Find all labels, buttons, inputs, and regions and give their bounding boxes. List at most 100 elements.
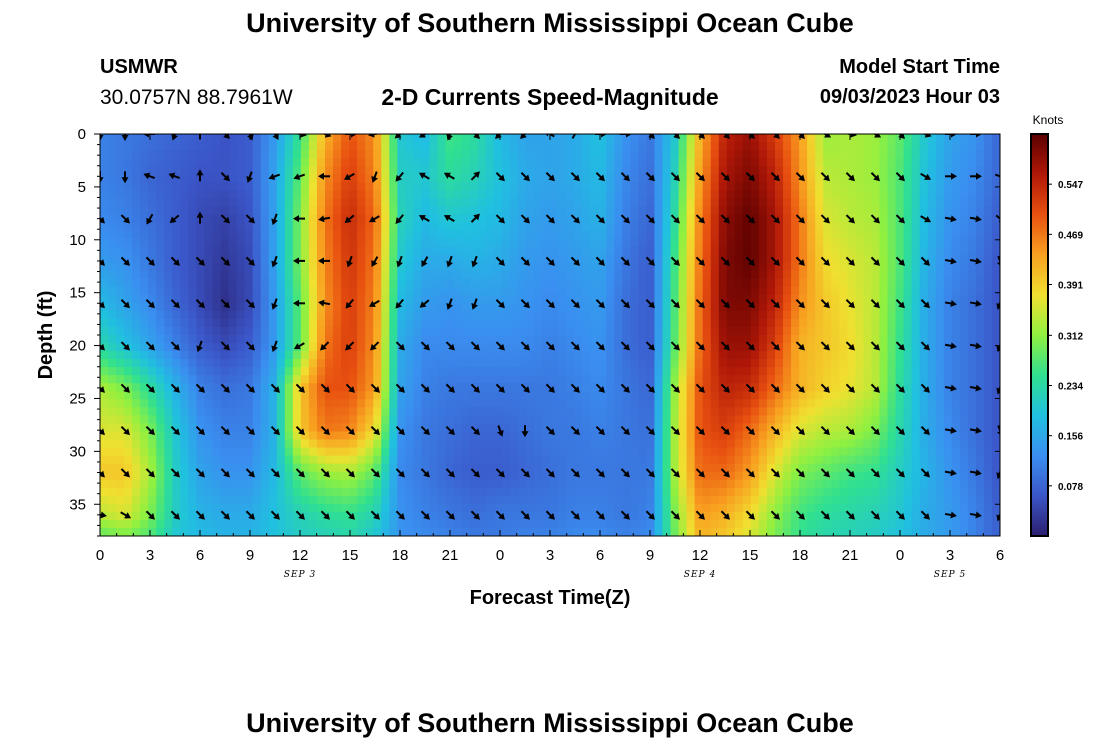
heatmap-cell bbox=[148, 318, 157, 328]
heatmap-cell bbox=[276, 391, 286, 400]
heatmap-cell bbox=[100, 190, 109, 199]
heatmap-cell bbox=[453, 230, 463, 240]
heatmap-cell bbox=[525, 383, 535, 392]
heatmap-cell bbox=[750, 367, 760, 376]
heatmap-cell bbox=[381, 407, 390, 416]
heatmap-cell bbox=[831, 399, 840, 408]
heatmap-cell bbox=[991, 318, 1000, 328]
heatmap-cell bbox=[244, 326, 254, 336]
heatmap-cell bbox=[710, 238, 720, 248]
heatmap-cell bbox=[461, 158, 471, 167]
heatmap-cell bbox=[638, 359, 648, 368]
heatmap-cell bbox=[493, 150, 503, 159]
heatmap-cell bbox=[276, 190, 286, 199]
heatmap-cell bbox=[276, 367, 286, 376]
heatmap-cell bbox=[959, 222, 969, 232]
heatmap-cell bbox=[558, 134, 567, 143]
heatmap-cell bbox=[839, 214, 848, 224]
heatmap-cell bbox=[469, 198, 479, 207]
heatmap-cell bbox=[638, 142, 648, 151]
heatmap-cell bbox=[357, 431, 366, 441]
heatmap-cell bbox=[172, 286, 181, 296]
heatmap-cell bbox=[799, 246, 808, 256]
heatmap-cell bbox=[268, 326, 278, 336]
heatmap-cell bbox=[558, 415, 567, 425]
heatmap-cell bbox=[871, 351, 881, 360]
heatmap-cell bbox=[493, 487, 503, 497]
heatmap-cell bbox=[236, 367, 246, 376]
heatmap-cell bbox=[252, 471, 262, 481]
heatmap-cell bbox=[935, 471, 945, 481]
heatmap-cell bbox=[750, 150, 760, 159]
heatmap-cell bbox=[188, 463, 198, 473]
heatmap-cell bbox=[742, 351, 752, 360]
heatmap-cell bbox=[244, 367, 254, 376]
heatmap-cell bbox=[775, 479, 784, 489]
heatmap-cell bbox=[823, 238, 832, 248]
heatmap-cell bbox=[718, 270, 728, 280]
heatmap-cell bbox=[871, 254, 881, 264]
heatmap-cell bbox=[783, 367, 792, 376]
heatmap-cell bbox=[397, 359, 406, 368]
heatmap-cell bbox=[606, 335, 615, 344]
heatmap-cell bbox=[365, 286, 374, 296]
heatmap-cell bbox=[100, 455, 109, 465]
heatmap-cell bbox=[180, 318, 189, 328]
heatmap-cell bbox=[509, 407, 519, 416]
heatmap-cell bbox=[815, 262, 824, 272]
heatmap-cell bbox=[164, 326, 173, 336]
heatmap-cell bbox=[879, 294, 889, 304]
heatmap-cell bbox=[710, 407, 720, 416]
heatmap-cell bbox=[911, 455, 921, 465]
heatmap-cell bbox=[148, 254, 157, 264]
heatmap-cell bbox=[188, 262, 198, 272]
heatmap-cell bbox=[325, 415, 334, 425]
heatmap-cell bbox=[445, 206, 455, 215]
heatmap-cell bbox=[429, 431, 439, 441]
heatmap-cell bbox=[558, 198, 567, 207]
heatmap-cell bbox=[341, 463, 350, 473]
heatmap-cell bbox=[397, 479, 406, 489]
heatmap-cell bbox=[292, 455, 302, 465]
heatmap-cell bbox=[300, 134, 310, 143]
heatmap-cell bbox=[140, 439, 149, 449]
heatmap-cell bbox=[758, 343, 768, 352]
heatmap-cell bbox=[807, 294, 816, 304]
heatmap-cell bbox=[606, 447, 615, 457]
heatmap-cell bbox=[349, 166, 358, 175]
heatmap-cell bbox=[228, 407, 238, 416]
heatmap-cell bbox=[630, 254, 639, 264]
heatmap-cell bbox=[421, 174, 431, 183]
heatmap-cell bbox=[461, 222, 471, 232]
heatmap-cell bbox=[959, 166, 969, 175]
heatmap-cell bbox=[887, 230, 897, 240]
heatmap-cell bbox=[614, 351, 623, 360]
heatmap-cell bbox=[839, 270, 848, 280]
heatmap-cell bbox=[381, 238, 390, 248]
heatmap-cell bbox=[742, 407, 752, 416]
heatmap-cell bbox=[268, 431, 278, 441]
heatmap-cell bbox=[124, 270, 133, 280]
heatmap-cell bbox=[766, 142, 776, 151]
heatmap-cell bbox=[541, 391, 551, 400]
heatmap-cell bbox=[815, 439, 824, 449]
heatmap-cell bbox=[381, 447, 390, 457]
heatmap-cell bbox=[212, 190, 222, 199]
heatmap-cell bbox=[501, 399, 511, 408]
heatmap-cell bbox=[341, 190, 350, 199]
heatmap-cell bbox=[734, 367, 744, 376]
heatmap-cell bbox=[188, 375, 198, 384]
heatmap-cell bbox=[855, 399, 864, 408]
heatmap-cell bbox=[590, 246, 599, 256]
heatmap-cell bbox=[935, 318, 945, 328]
heatmap-cell bbox=[758, 471, 768, 481]
heatmap-cell bbox=[180, 375, 189, 384]
heatmap-cell bbox=[622, 222, 631, 232]
heatmap-cell bbox=[638, 302, 648, 312]
heatmap-cell bbox=[935, 262, 945, 272]
heatmap-cell bbox=[959, 246, 969, 256]
heatmap-cell bbox=[815, 463, 824, 473]
heatmap-cell bbox=[847, 383, 856, 392]
heatmap-cell bbox=[509, 335, 519, 344]
heatmap-cell bbox=[710, 302, 720, 312]
